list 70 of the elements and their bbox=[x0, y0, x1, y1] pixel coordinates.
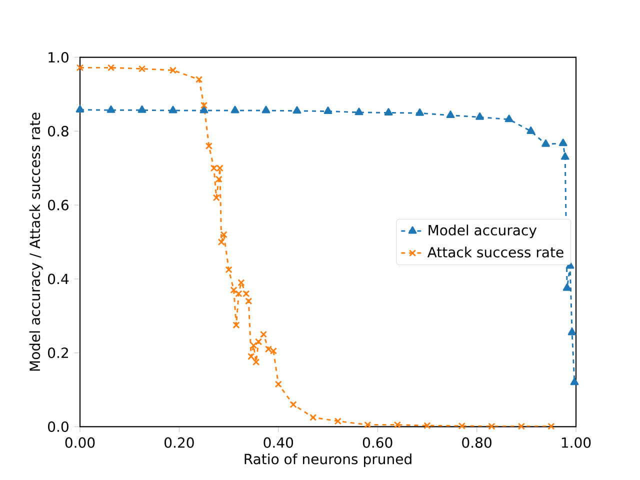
y-axis-title: Model accuracy / Attack success rate bbox=[29, 112, 43, 371]
point bbox=[290, 400, 297, 408]
point bbox=[542, 139, 550, 147]
point bbox=[548, 422, 555, 430]
point bbox=[562, 283, 572, 291]
point bbox=[518, 422, 525, 430]
point bbox=[334, 418, 342, 425]
x-tick-label: 0.40 bbox=[264, 437, 294, 448]
point bbox=[225, 266, 232, 274]
point bbox=[168, 106, 178, 114]
point bbox=[526, 126, 536, 134]
x-tick-label: 0.80 bbox=[462, 437, 492, 448]
legend-label: Attack success rate bbox=[427, 246, 564, 258]
point bbox=[570, 378, 579, 386]
point bbox=[364, 421, 372, 428]
point bbox=[220, 231, 228, 238]
point bbox=[200, 106, 208, 114]
y-tick-label: 0.6 bbox=[48, 200, 68, 210]
x-tick-label: 0.60 bbox=[362, 437, 392, 448]
point bbox=[558, 138, 568, 146]
point bbox=[446, 110, 455, 118]
point bbox=[384, 108, 393, 116]
point bbox=[76, 64, 84, 72]
x-tick-label: 0.00 bbox=[65, 437, 95, 448]
point bbox=[169, 66, 177, 74]
point bbox=[310, 414, 317, 421]
point bbox=[138, 105, 146, 113]
point bbox=[324, 106, 332, 114]
point bbox=[568, 328, 576, 336]
point bbox=[238, 279, 245, 286]
point bbox=[230, 286, 238, 294]
point bbox=[212, 194, 220, 202]
point bbox=[250, 342, 258, 349]
point bbox=[292, 106, 302, 114]
point bbox=[560, 152, 570, 160]
y-tick-label: 0.2 bbox=[48, 348, 68, 358]
y-tick-label: 0.4 bbox=[48, 274, 69, 284]
point bbox=[76, 105, 84, 113]
x-tick-label: 1.00 bbox=[562, 437, 591, 448]
point bbox=[416, 108, 424, 116]
point bbox=[215, 176, 222, 183]
point bbox=[394, 421, 402, 428]
point bbox=[230, 106, 240, 114]
x-axis-title: Ratio of neurons pruned bbox=[244, 453, 412, 468]
point bbox=[504, 114, 514, 122]
point bbox=[354, 108, 364, 116]
y-tick-label: 0.0 bbox=[48, 421, 68, 432]
y-tick-label: 1.0 bbox=[48, 52, 68, 63]
point bbox=[106, 105, 116, 113]
point bbox=[218, 238, 225, 246]
point bbox=[254, 338, 262, 346]
y-tick-label: 0.8 bbox=[48, 126, 68, 136]
point bbox=[458, 422, 466, 430]
point bbox=[200, 102, 208, 109]
point bbox=[195, 76, 203, 84]
point bbox=[138, 65, 146, 72]
point bbox=[252, 358, 260, 366]
point bbox=[262, 106, 270, 114]
point bbox=[248, 352, 255, 360]
point bbox=[274, 380, 282, 388]
point bbox=[488, 422, 496, 430]
point bbox=[260, 330, 268, 338]
point bbox=[232, 322, 240, 329]
point bbox=[245, 298, 252, 305]
point bbox=[107, 64, 115, 72]
x-tick-label: 0.20 bbox=[164, 437, 194, 448]
point bbox=[476, 112, 484, 120]
point bbox=[424, 422, 431, 430]
point bbox=[205, 142, 213, 150]
legend-label: Model accuracy bbox=[428, 224, 537, 238]
